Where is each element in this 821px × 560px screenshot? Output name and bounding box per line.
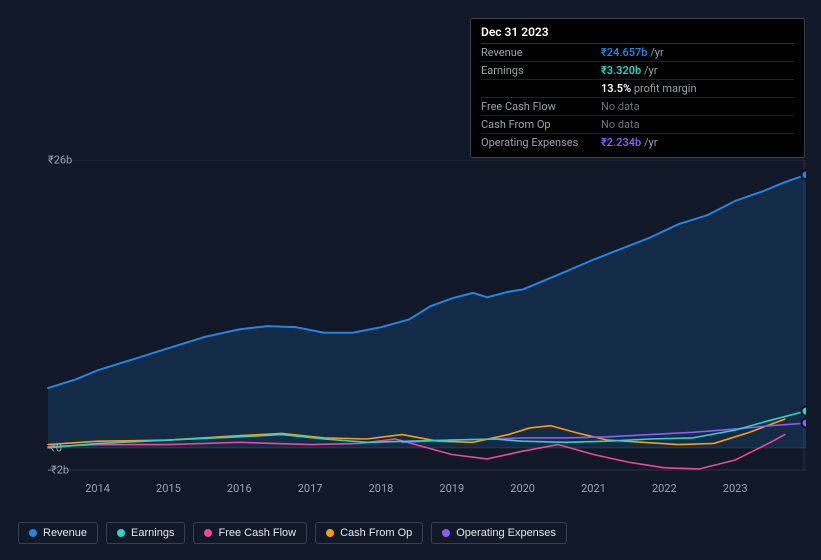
y-axis-label: ₹0 [48,441,62,454]
legend-dot-icon [117,529,125,537]
legend-dot-icon [204,529,212,537]
tooltip-label: Revenue [481,46,601,59]
tooltip-value: ₹3.320b /yr [601,64,794,77]
tooltip-row-opex: Operating Expenses₹2.234b /yr [481,133,794,151]
legend-item-opex[interactable]: Operating Expenses [431,522,567,544]
tooltip-label: Cash From Op [481,118,601,131]
x-axis-label: 2015 [156,482,181,495]
y-axis-label: ₹26b [48,154,62,167]
legend-dot-icon [29,529,37,537]
x-axis-label: 2019 [439,482,464,495]
hover-tooltip: Dec 31 2023 Revenue₹24.657b /yrEarnings₹… [470,18,805,158]
legend-label: Earnings [131,527,174,539]
legend-label: Operating Expenses [456,527,556,539]
x-axis-label: 2020 [510,482,535,495]
x-axis-label: 2017 [298,482,323,495]
tooltip-row-earnings-sub: 13.5% profit margin [481,79,794,97]
tooltip-label: Free Cash Flow [481,100,601,113]
legend-item-earnings[interactable]: Earnings [106,522,185,544]
legend-item-cfo[interactable]: Cash From Op [315,522,423,544]
tooltip-value: No data [601,118,794,131]
tooltip-row-revenue: Revenue₹24.657b /yr [481,43,794,61]
tooltip-row-earnings: Earnings₹3.320b /yr [481,61,794,79]
tooltip-label: Earnings [481,64,601,77]
x-axis-label: 2016 [227,482,252,495]
y-axis-label: -₹2b [48,464,62,477]
legend-label: Revenue [43,527,87,539]
line-chart-svg [18,160,806,480]
legend-label: Free Cash Flow [218,527,296,539]
x-axis-label: 2023 [723,482,748,495]
tooltip-value: ₹24.657b /yr [601,46,794,59]
tooltip-date: Dec 31 2023 [481,25,794,39]
chart-area: ₹26b₹0-₹2b 20142015201620172018201920202… [18,160,806,480]
x-axis-label: 2018 [369,482,394,495]
x-axis-label: 2014 [85,482,110,495]
tooltip-row-fcf: Free Cash FlowNo data [481,97,794,115]
tooltip-value: No data [601,100,794,113]
legend-dot-icon [442,529,450,537]
legend-label: Cash From Op [340,527,412,539]
legend-dot-icon [326,529,334,537]
x-axis-label: 2021 [581,482,606,495]
tooltip-row-cfo: Cash From OpNo data [481,115,794,133]
legend-item-fcf[interactable]: Free Cash Flow [193,522,307,544]
legend: Revenue Earnings Free Cash Flow Cash From O… [18,522,567,544]
x-axis-label: 2022 [652,482,677,495]
legend-item-revenue[interactable]: Revenue [18,522,98,544]
tooltip-label: Operating Expenses [481,136,601,149]
tooltip-value: ₹2.234b /yr [601,136,794,149]
